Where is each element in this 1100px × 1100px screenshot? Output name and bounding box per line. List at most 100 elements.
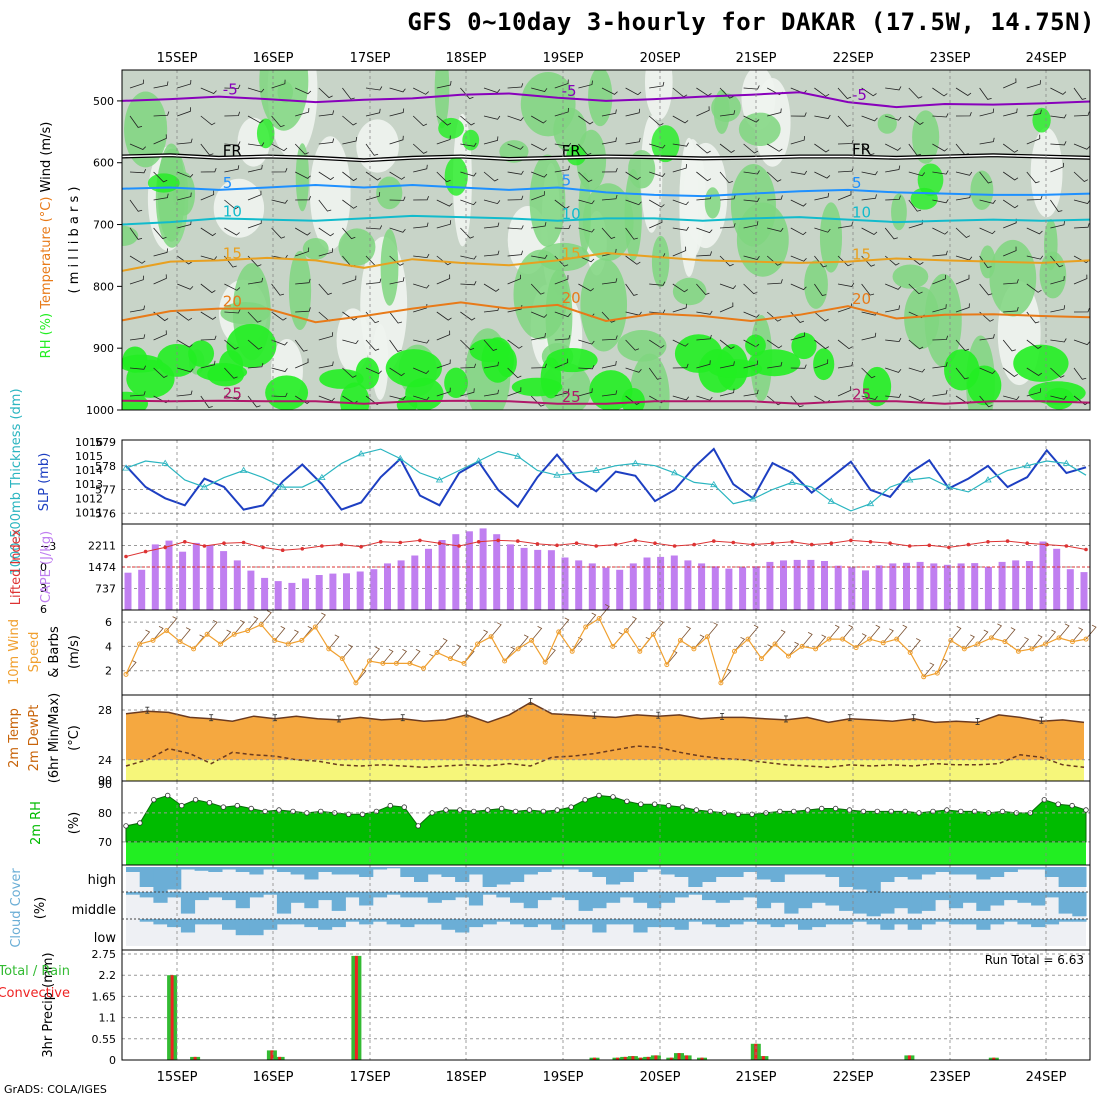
wind-barb bbox=[460, 227, 474, 239]
wind-barb bbox=[530, 115, 547, 124]
wind-barb bbox=[932, 335, 949, 341]
rh-moist-patch bbox=[738, 112, 781, 147]
wind-barb bbox=[409, 649, 421, 664]
thickness-marker bbox=[866, 499, 875, 507]
wind-barb bbox=[1003, 279, 1019, 285]
wind-barb bbox=[271, 115, 285, 128]
minmax-bar bbox=[273, 714, 278, 722]
li-point bbox=[849, 538, 853, 543]
cloud-bar bbox=[180, 919, 196, 933]
wind-point bbox=[988, 635, 994, 641]
wind-barb bbox=[412, 115, 428, 127]
contour-label: 20 bbox=[852, 290, 871, 308]
cloud-bar bbox=[811, 919, 826, 928]
wind-barb bbox=[544, 647, 556, 663]
cloud-bar bbox=[468, 919, 484, 928]
contour-line bbox=[121, 399, 1091, 405]
precip-conv-bar bbox=[992, 1057, 996, 1060]
wind-barb bbox=[908, 115, 924, 125]
wind-barb bbox=[814, 283, 827, 296]
li-point bbox=[398, 540, 403, 545]
wind-barb bbox=[1073, 367, 1087, 380]
cloud-bar bbox=[702, 892, 717, 901]
date-label-bottom: 22SEP bbox=[833, 1070, 874, 1085]
cloud-bar bbox=[153, 892, 168, 903]
slp-tick: 1013 bbox=[75, 478, 103, 491]
rh-moist-patch bbox=[970, 170, 994, 210]
wind-barb bbox=[814, 227, 831, 233]
wind-barb bbox=[153, 274, 167, 285]
cape-bar bbox=[247, 570, 255, 610]
wind-barb bbox=[247, 190, 262, 201]
wind-barb bbox=[389, 108, 405, 117]
rh-dry-patch bbox=[1030, 127, 1063, 218]
wind-barb bbox=[365, 278, 382, 285]
wind-point bbox=[677, 637, 683, 643]
thickness-marker bbox=[278, 483, 287, 490]
ua-ytick-label: 700 bbox=[93, 219, 114, 232]
wind-barb bbox=[460, 255, 477, 260]
wind-barb bbox=[909, 638, 921, 653]
wind-barb bbox=[436, 255, 452, 266]
wind-barb bbox=[507, 274, 521, 285]
li-point bbox=[437, 541, 442, 545]
cape-bar bbox=[1066, 569, 1074, 610]
wind-barb bbox=[177, 79, 192, 89]
cloud-bar bbox=[482, 919, 497, 925]
wind-barb bbox=[483, 361, 499, 369]
wind-barb bbox=[720, 668, 732, 684]
wind-barb bbox=[389, 135, 404, 145]
cape-bar bbox=[943, 564, 951, 610]
wind-barb bbox=[153, 111, 170, 117]
rh2m-point bbox=[276, 807, 282, 813]
wind-barb bbox=[1003, 108, 1018, 117]
wind-point bbox=[488, 634, 494, 640]
wind-barb bbox=[531, 254, 548, 259]
wind-point bbox=[258, 622, 264, 628]
li-point bbox=[261, 545, 265, 550]
cloud-bar bbox=[359, 919, 374, 925]
contour-fr-inner bbox=[121, 154, 1091, 162]
wind-barb bbox=[861, 367, 876, 379]
wind-barb bbox=[979, 199, 996, 204]
cloud-bar bbox=[633, 867, 648, 872]
cloud-bar bbox=[1003, 867, 1018, 872]
thickness-marker bbox=[710, 480, 718, 488]
cloud-bar bbox=[702, 867, 717, 882]
rh-saturated-patch bbox=[256, 118, 275, 149]
wind-barb bbox=[224, 283, 241, 291]
li-point bbox=[751, 542, 755, 547]
wind-barb bbox=[601, 335, 618, 341]
rh-moist-patch bbox=[877, 113, 897, 134]
wind-barb bbox=[355, 668, 367, 684]
wind-barb bbox=[979, 255, 992, 268]
cloud-bar bbox=[674, 892, 689, 898]
cloud-bar bbox=[935, 867, 950, 872]
wind-barb bbox=[153, 171, 168, 183]
wind-barb bbox=[578, 115, 594, 125]
wind-barb bbox=[885, 393, 902, 398]
wind-barb bbox=[861, 227, 878, 235]
rh2m-point bbox=[568, 804, 574, 810]
wind-barb bbox=[318, 199, 332, 212]
wind-barb bbox=[814, 171, 831, 179]
wind-barb bbox=[1073, 339, 1090, 346]
upper-air-panel: -5 -5 -5 FR FR FR 5 5 5 10 10 10 15 15 15 20 20 20 25 25 25 5… bbox=[39, 70, 1091, 417]
wind-barb bbox=[436, 135, 451, 145]
cloud-bar bbox=[1031, 892, 1046, 906]
wind-barb bbox=[963, 634, 975, 650]
wind-barb bbox=[625, 255, 641, 265]
wind-barb bbox=[932, 87, 948, 97]
cape-bar bbox=[684, 560, 692, 610]
wind-barb bbox=[885, 165, 901, 173]
rh-base-fill bbox=[126, 841, 1086, 865]
wind-barb bbox=[801, 632, 813, 647]
rh2m-panel: 70 80 90 2m RH (%) bbox=[29, 778, 1090, 865]
cloud-bar bbox=[852, 919, 868, 922]
temp-ylabel-part: 2m Temp bbox=[7, 708, 22, 768]
wind-point bbox=[1042, 641, 1048, 647]
cloud-bar bbox=[235, 892, 250, 909]
ua-ylabel-part: Wind (m/s) bbox=[39, 122, 54, 193]
wind-barb bbox=[342, 339, 359, 345]
contour-label: FR bbox=[852, 141, 871, 159]
